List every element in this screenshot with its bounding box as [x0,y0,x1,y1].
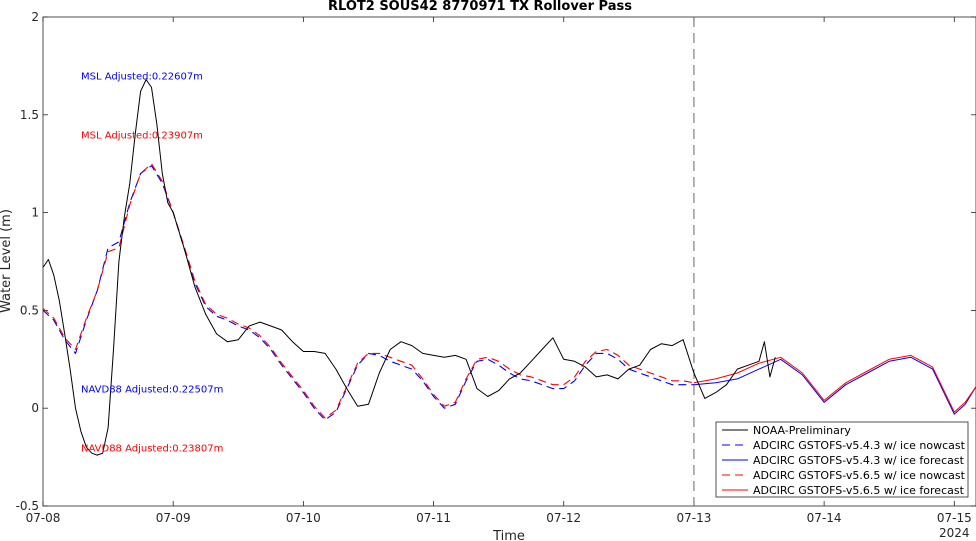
series-line-2 [693,356,976,415]
x-tick-label: 07-08 [26,511,61,525]
y-axis-label: Water Level (m) [0,209,14,313]
series-layer [42,79,976,456]
x-tick-label: 07-09 [156,511,191,525]
x-tick-label: 07-10 [286,511,321,525]
x-tick-label: 07-11 [416,511,451,525]
y-tick-label: 2 [31,10,39,24]
y-tick-label: 0 [31,401,39,415]
x-year-label: 2024 [939,526,970,540]
series-line-4 [693,354,976,413]
legend-entry: ADCIRC GSTOFS-v5.6.5 w/ ice nowcast [753,469,966,482]
legend-entry: ADCIRC GSTOFS-v5.4.3 w/ ice forecast [753,454,965,467]
annotation-label: MSL Adjusted:0.23907m [81,130,203,141]
x-tick-label: 07-15 [937,511,972,525]
y-tick-label: -0.5 [16,499,39,513]
annotation-label: NAVD88 Adjusted:0.22507m [81,385,223,396]
x-tick-label: 07-13 [676,511,711,525]
legend: NOAA-Preliminary ADCIRC GSTOFS-v5.4.3 w/ … [715,421,969,498]
annotations: MSL Adjusted:0.22607m MSL Adjusted:0.2390… [81,72,223,455]
y-tick-label: 1.5 [20,108,39,122]
legend-box [715,421,969,498]
annotation-label: MSL Adjusted:0.22607m [81,72,203,83]
legend-entry: ADCIRC GSTOFS-v5.6.5 w/ ice forecast [753,484,965,497]
series-line-1 [42,165,694,421]
y-axis: -0.5 0 0.5 1 1.5 2 [16,10,976,513]
x-tick-label: 07-12 [546,511,581,525]
series-line-3 [42,163,695,419]
x-tick-label: 07-14 [807,511,842,525]
y-tick-label: 0.5 [20,303,39,317]
x-axis-label: Time [492,529,525,541]
chart-title: RLOT2 SOUS42 8770971 TX Rollover Pass [328,0,632,14]
legend-entry: NOAA-Preliminary [753,424,851,437]
annotation-label: NAVD88 Adjusted:0.23807m [81,443,223,454]
series-line-0 [42,79,776,456]
y-tick-label: 1 [31,206,39,220]
legend-entry: ADCIRC GSTOFS-v5.4.3 w/ ice nowcast [753,439,966,452]
